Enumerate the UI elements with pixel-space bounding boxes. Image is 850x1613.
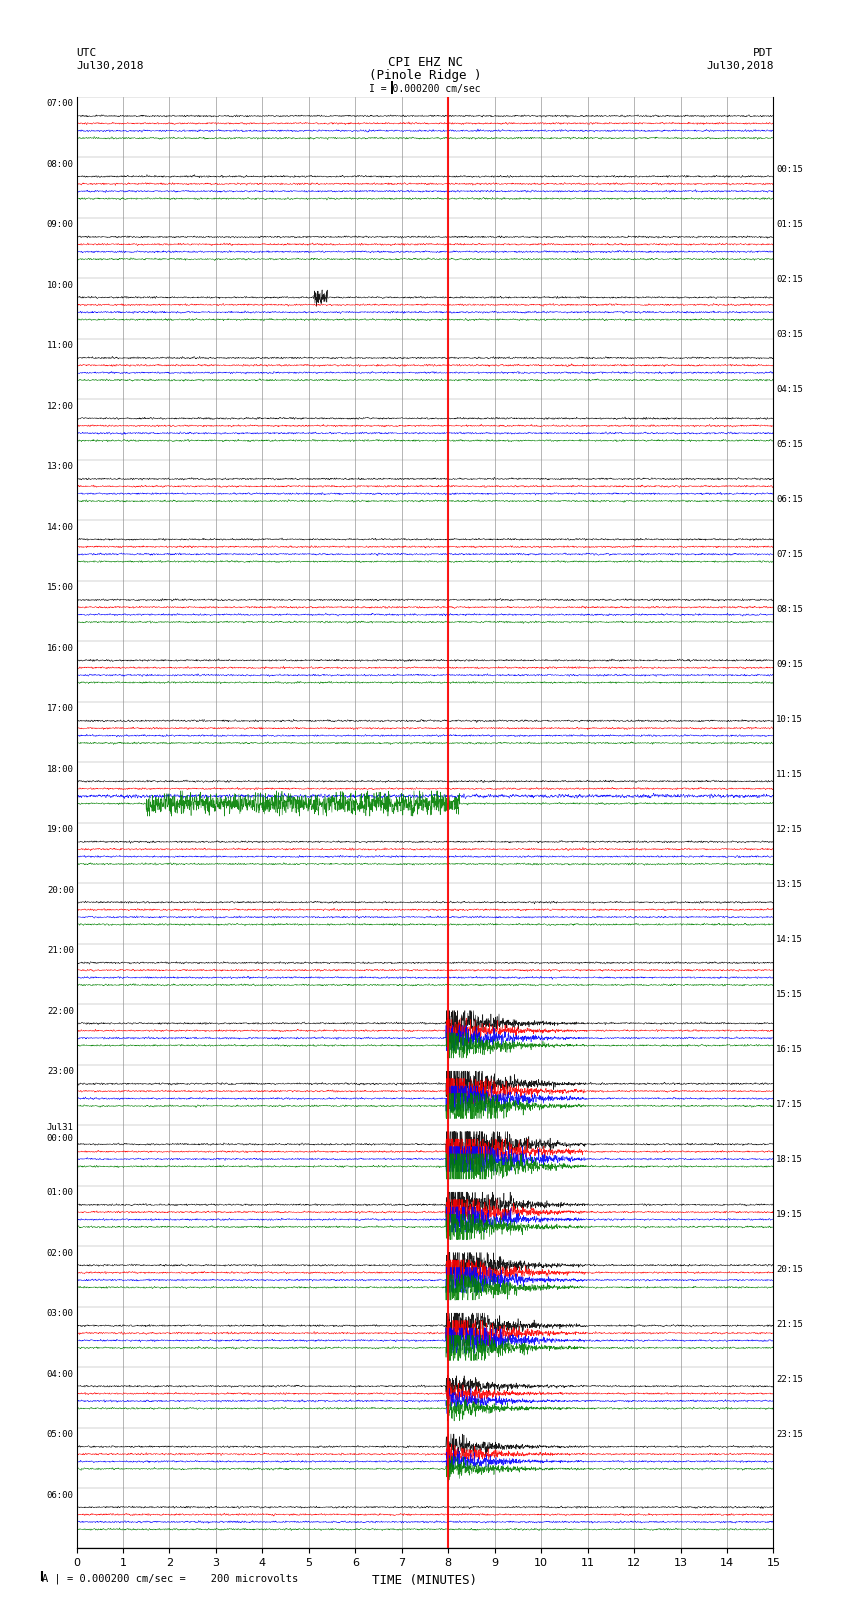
Text: I = 0.000200 cm/sec: I = 0.000200 cm/sec bbox=[369, 84, 481, 94]
Text: A | = 0.000200 cm/sec =    200 microvolts: A | = 0.000200 cm/sec = 200 microvolts bbox=[42, 1573, 298, 1584]
Text: (Pinole Ridge ): (Pinole Ridge ) bbox=[369, 69, 481, 82]
X-axis label: TIME (MINUTES): TIME (MINUTES) bbox=[372, 1574, 478, 1587]
Text: UTC: UTC bbox=[76, 48, 97, 58]
Text: CPI EHZ NC: CPI EHZ NC bbox=[388, 56, 462, 69]
Text: Jul30,2018: Jul30,2018 bbox=[76, 61, 144, 71]
Text: PDT: PDT bbox=[753, 48, 774, 58]
Text: Jul30,2018: Jul30,2018 bbox=[706, 61, 774, 71]
